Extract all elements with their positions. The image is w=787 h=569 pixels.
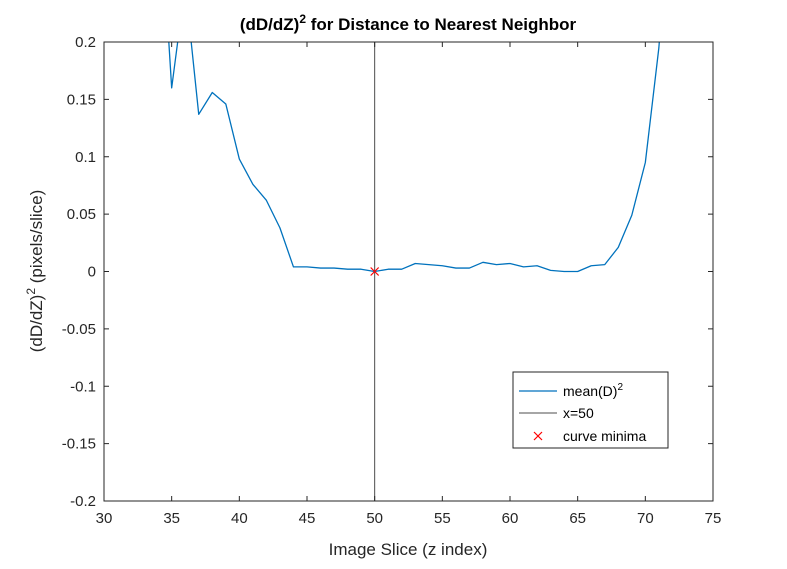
x-tick-label: 45 (299, 510, 316, 527)
x-axis-label: Image Slice (z index) (329, 540, 488, 559)
x-tick-label: 65 (569, 510, 586, 527)
x-tick-label: 75 (705, 510, 722, 527)
y-tick-label: 0 (88, 264, 96, 281)
x-tick-label: 60 (502, 510, 519, 527)
legend-entry-mean-label: mean(D) (563, 383, 617, 399)
y-axis-label: (dD/dZ)2 (pixels/slice) (24, 190, 46, 353)
chart-title-main: (dD/dZ) (240, 15, 299, 34)
legend-minima-marker (533, 431, 543, 441)
legend-entry-mean-superscript: 2 (617, 382, 623, 393)
y-tick-label: -0.15 (62, 436, 96, 453)
y-tick-label: 0.05 (67, 206, 96, 223)
y-tick-label: 0.2 (75, 34, 96, 51)
y-tick-label: 0.15 (67, 91, 96, 108)
y-tick-label: -0.05 (62, 321, 96, 338)
legend: mean(D)2 x=50 curve minima (512, 371, 669, 449)
x-tick-label: 35 (163, 510, 180, 527)
legend-swatch-minima (533, 431, 543, 441)
y-tick-label: -0.1 (70, 378, 96, 395)
legend-minima-marker-stroke-b (533, 431, 543, 441)
y-tick-label: 0.1 (75, 149, 96, 166)
chart-title-suffix: for Distance to Nearest Neighbor (306, 15, 577, 34)
x-tick-label: 55 (434, 510, 451, 527)
y-axis-label-suffix: (pixels/slice) (27, 190, 46, 288)
legend-entry-minima: curve minima (563, 428, 646, 444)
legend-entry-mean: mean(D)2 (563, 382, 623, 399)
series-layer (168, 42, 660, 501)
y-axis-label-superscript: 2 (24, 288, 38, 295)
x-tick-label: 30 (96, 510, 113, 527)
curve-minima-marker-stroke-b (370, 267, 380, 276)
x-tick-label: 40 (231, 510, 248, 527)
series-line-mean (168, 42, 660, 273)
y-axis-label-main: (dD/dZ) (27, 295, 46, 353)
x-tick-label: 50 (366, 510, 383, 527)
y-tick-label: -0.2 (70, 493, 96, 510)
chart-title: (dD/dZ)2 for Distance to Nearest Neighbo… (240, 12, 577, 34)
legend-entry-vline: x=50 (563, 405, 594, 421)
x-tick-label: 70 (637, 510, 654, 527)
tick-layer: 30 35 40 45 50 55 60 65 70 75 -0.2 -0.15 -0.1 -0.05 0 0… (62, 34, 722, 527)
curve-minima-marker (370, 267, 380, 276)
chart-title-superscript: 2 (299, 12, 306, 26)
